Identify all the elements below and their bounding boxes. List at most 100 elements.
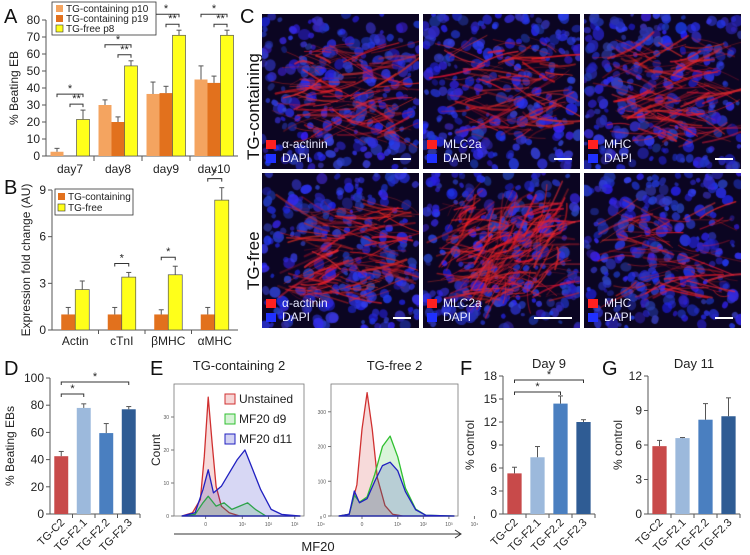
red-channel-swatch (588, 299, 598, 308)
panel-e-tg-free-y-tick-label: 0 (323, 514, 326, 520)
blue-channel-swatch (588, 313, 598, 322)
panel-f-y-tick-label: 15 (484, 392, 498, 406)
panel-e-tg-free-y-tick-label: 200 (318, 445, 327, 451)
dapi-label: DAPI (443, 310, 472, 324)
panel-e-tg-free-y-tick-label: 300 (318, 410, 327, 416)
blue-channel-swatch (588, 154, 598, 163)
panel-a-legend-label: TG-containing p10 (66, 4, 149, 15)
panel-e-arrowhead (454, 529, 462, 539)
panel-a-legend-label: TG-free p8 (66, 24, 115, 35)
scale-bar (534, 317, 572, 319)
panel-a-y-tick-label: 50 (27, 64, 41, 78)
panel-a-bar (172, 34, 186, 157)
micrograph-legend-row: MLC2a (427, 137, 482, 151)
panel-e-tg-containing-y-tick-label: 0 (166, 514, 169, 520)
panel-b-significance-label: * (213, 168, 218, 180)
panel-a-significance-label: ** (72, 93, 81, 105)
panel-a-y-tick-label: 20 (27, 115, 41, 129)
panel-e-tg-containing-histogram-mf20-d11 (181, 449, 301, 517)
panel-a-y-tick-label: 30 (27, 98, 41, 112)
panel-f-y-tick-label: 9 (490, 438, 497, 452)
panel-b-bar (74, 289, 90, 331)
panel-e-tg-free-y-tick-label: 100 (318, 479, 327, 485)
panel-a-x-tick-label: day8 (105, 162, 131, 176)
panel-e-legend-label: Unstained (239, 392, 293, 406)
panel-g-title: Day 11 (674, 356, 714, 371)
red-channel-swatch (427, 299, 437, 308)
panel-a-significance-bracket (213, 23, 228, 28)
panel-e-tg-containing-y-tick-label: 10 (163, 481, 169, 487)
micrograph-legend-row: DAPI (427, 310, 482, 324)
panel-a-y-tick-label: 40 (27, 81, 41, 95)
scale-bar (393, 317, 411, 319)
panel-letter-e: E (150, 358, 164, 380)
panel-letter-a: A (4, 6, 18, 28)
panel-a-y-tick-label: 10 (27, 132, 41, 146)
panel-b-legend-label: TG-containing (68, 192, 131, 203)
panel-a-x-tick-label: day9 (153, 162, 179, 176)
panel-f-y-tick-label: 18 (484, 369, 498, 383)
red-channel-swatch (266, 140, 276, 149)
panel-e-ylabel: Count (149, 433, 163, 466)
panel-g-bar (675, 438, 690, 514)
panel-b-y-tick-label: 9 (39, 183, 46, 197)
micrograph-legend-row: α-actinin (266, 137, 328, 151)
panel-g-bar (652, 446, 667, 514)
stain-label: MLC2a (443, 296, 482, 310)
panel-a-legend-box (51, 1, 157, 36)
panel-letter-d: D (4, 358, 19, 380)
panel-f-y-tick-label: 12 (484, 415, 498, 429)
micrograph-legend: MLC2a DAPI (427, 137, 482, 165)
panel-g-y-tick-label: 12 (629, 369, 643, 383)
blue-channel-swatch (427, 313, 437, 322)
panel-f-significance-label: * (547, 369, 552, 381)
panel-e-legend-swatch (224, 433, 236, 445)
panel-b-bar (167, 274, 183, 331)
scale-bar (715, 158, 733, 160)
panel-e-tg-free-x-tick-label: 0 (361, 522, 364, 528)
micrograph-legend: α-actinin DAPI (266, 137, 328, 165)
micrograph-image (423, 173, 580, 328)
panel-d-bar (54, 456, 69, 514)
panel-b-significance-label: * (120, 252, 125, 264)
panel-d-y-tick-label: 80 (31, 398, 45, 412)
panel-a-significance-bracket (165, 23, 180, 28)
panel-f-ylabel: % control (463, 420, 477, 470)
panel-a-significance-label: * (68, 83, 73, 95)
dapi-label: DAPI (282, 310, 311, 324)
panel-a-significance-bracket (200, 13, 228, 18)
panel-f-significance-bracket (514, 379, 584, 383)
scale-bar (715, 317, 733, 319)
panel-a-significance-label: * (164, 3, 169, 15)
micrograph-legend-row: α-actinin (266, 296, 328, 310)
panel-g-y-tick-label: 3 (635, 473, 642, 487)
panel-b-legend-label: TG-free (68, 203, 103, 214)
panel-b-significance-bracket (207, 178, 223, 182)
panel-e-tg-free-x-tick-label: 10² (420, 522, 428, 528)
panel-d-bar (99, 433, 114, 514)
panel-e-tg-containing-x-tick-label: 10³ (291, 522, 299, 528)
panel-a-y-tick-label: 0 (33, 149, 40, 163)
panel-a-significance-bracket (104, 44, 132, 48)
panel-b-y-tick-label: 3 (39, 276, 46, 290)
panel-a-bar (124, 65, 138, 157)
panel-b-bar (154, 314, 169, 330)
panel-a-bar (76, 119, 90, 157)
panel-d-y-tick-label: 60 (31, 425, 45, 439)
micrograph-image (262, 14, 419, 169)
panel-f-y-tick-label: 3 (490, 484, 497, 498)
panel-a-ylabel: % Beating EB (7, 51, 21, 125)
panel-e-tg-free-title: TG-free 2 (367, 358, 423, 373)
panel-a-y-tick-label: 80 (27, 13, 41, 27)
panel-e-tg-containing-title: TG-containing 2 (193, 358, 286, 373)
micrograph-legend-row: MHC (588, 296, 632, 310)
panel-d-significance-label: * (70, 383, 75, 395)
micrograph-tg-containing-mhc: MHC DAPI (584, 14, 741, 169)
dapi-label: DAPI (443, 151, 472, 165)
panel-a-bar (220, 34, 234, 157)
micrograph-tg-free-mhc: MHC DAPI (584, 173, 741, 328)
panel-a-x-tick-label: day7 (57, 162, 83, 176)
micrograph-tg-free-mlc2a: MLC2a DAPI (423, 173, 580, 328)
panel-d-significance-bracket (60, 381, 130, 385)
panel-g-bar (721, 416, 736, 514)
